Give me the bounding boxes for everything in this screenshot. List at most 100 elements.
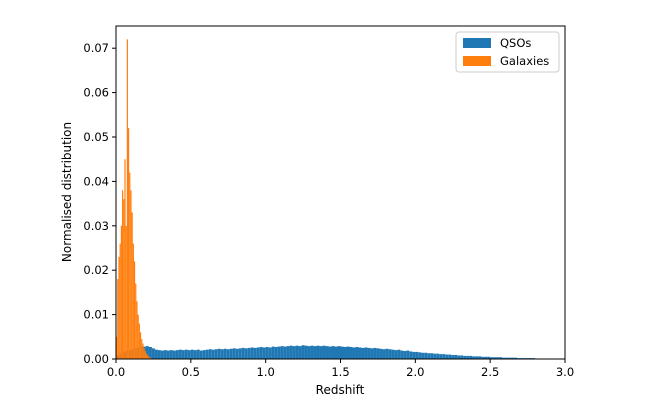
qso-bar [376,348,380,359]
qso-bar [292,346,296,359]
galaxy-bar [148,356,150,359]
galaxy-bar [131,212,133,359]
qso-bar [442,354,446,359]
qso-bar [436,353,440,359]
y-axis-ticks: 0.00 0.01 0.02 0.03 0.04 0.05 0.06 0.07 [83,41,116,366]
qso-bar [256,347,260,359]
galaxy-bar [133,261,136,359]
qso-bar [454,355,458,359]
qso-bar [463,355,467,359]
qso-bar [232,348,236,359]
y-tick-label: 0.00 [83,352,109,366]
x-tick-label: 0.5 [182,365,200,379]
qso-bar [394,350,398,359]
qso-bar [322,345,326,359]
x-axis-ticks: 0.0 0.5 1.0 1.5 2.0 2.5 3.0 [107,359,574,379]
galaxy-bar [130,190,132,359]
qso-bar [250,347,254,359]
qso-bars [116,345,565,359]
galaxy-bar [137,314,139,359]
qso-bar [307,346,311,359]
x-tick-label: 1.0 [257,365,275,379]
qso-bar [370,348,374,359]
qso-bar [409,351,413,359]
qso-bar [499,357,503,359]
qso-bar [391,349,395,359]
galaxy-bar [143,347,145,359]
qso-bar [424,352,428,359]
qso-bar [355,347,359,359]
x-tick-label: 2.5 [481,365,499,379]
qso-bar [385,348,389,359]
qso-bar [487,356,491,359]
qso-bar [343,347,347,359]
qso-bar [496,357,500,359]
qso-bar [514,357,518,359]
qso-bar [415,351,419,359]
qso-bar [358,347,362,359]
galaxy-bar [132,243,134,359]
legend-swatch-galaxies [463,56,491,66]
qso-bar [472,356,476,359]
qso-bar [406,350,410,359]
qso-bar [457,355,461,359]
qso-bar [460,355,464,359]
galaxy-bar [126,39,128,359]
galaxy-bar [142,343,144,359]
x-axis-label: Redshift [316,383,365,397]
qso-bar [145,346,149,359]
qso-bar [175,350,179,359]
qso-bar [211,349,215,359]
qso-bar [178,349,182,359]
y-tick-label: 0.03 [83,219,109,233]
axes-frame [115,25,566,360]
qso-bar [301,345,305,359]
qso-bar [505,357,509,359]
qso-bar [382,349,386,359]
qso-bar [199,350,203,359]
qso-bar [259,347,263,359]
qso-bar [433,353,437,359]
qso-bar [235,348,239,359]
x-tick-label: 0.0 [107,365,125,379]
qso-bar [226,349,230,359]
qso-bar [274,347,278,359]
galaxy-bar [127,128,130,359]
galaxy-bars [116,39,152,359]
qso-bar [379,348,383,359]
qso-bar [214,349,218,359]
qso-bar [310,345,314,359]
qso-bar [325,346,329,359]
qso-bar [196,349,200,359]
galaxy-bar [117,279,119,359]
qso-bar [403,351,407,359]
qso-bar [511,357,515,359]
qso-bar [427,353,431,359]
qso-bar [154,349,158,359]
y-tick-label: 0.01 [83,308,109,322]
qso-bar [439,354,443,359]
qso-bar [484,356,488,359]
qso-bar [187,350,191,359]
qso-bar [241,347,245,359]
galaxy-bar [147,355,149,359]
x-tick-label: 3.0 [556,365,574,379]
qso-bar [148,347,152,359]
qso-bar [313,346,317,359]
qso-bar [172,350,176,359]
galaxy-bar [119,243,121,359]
qso-bar [295,345,299,359]
qso-bar [160,350,164,359]
qso-bar [373,347,377,359]
qso-bar [349,347,353,359]
qso-bar [193,350,197,359]
qso-bar [304,345,308,359]
qso-bar [271,346,275,359]
legend: QSOs Galaxies [455,31,560,73]
qso-bar [280,346,284,359]
galaxy-bar [123,199,125,359]
qso-bar [202,350,206,359]
galaxy-bar [124,159,126,359]
qso-bar [475,356,479,359]
